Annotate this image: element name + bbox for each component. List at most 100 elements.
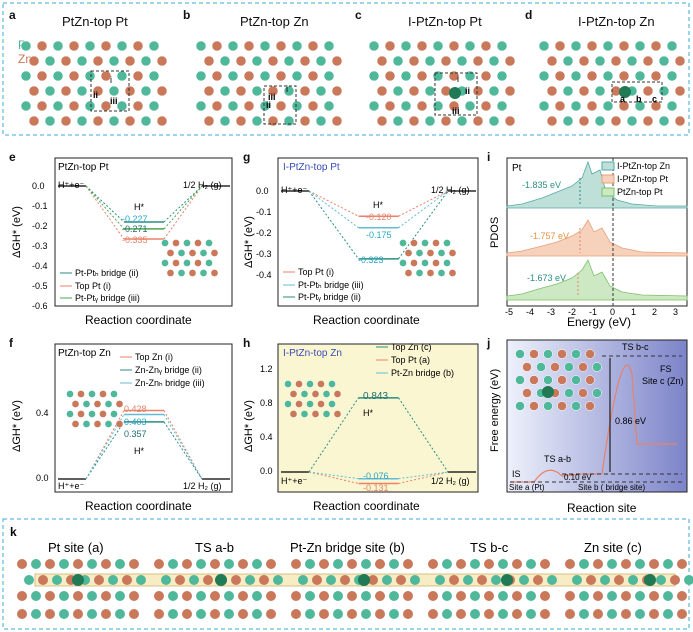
atom [470, 609, 480, 619]
pt-atom [305, 559, 315, 569]
pt-atom [634, 40, 646, 52]
zn-atom [384, 40, 396, 52]
zn-atom [578, 115, 590, 127]
zn-atom [295, 380, 303, 388]
pt-atom [284, 380, 292, 388]
panel-f-val-2: 0.357 [124, 429, 147, 439]
pt-atom [543, 401, 553, 411]
zn-atom [404, 269, 413, 277]
pt-atom [526, 591, 536, 601]
pt-atom [536, 362, 546, 372]
connector-right-2 [163, 185, 203, 230]
pt-atom [634, 70, 646, 82]
pt-atom [496, 100, 508, 112]
pt-atom [323, 100, 335, 112]
pt-atom [82, 400, 91, 408]
zn-atom [94, 575, 104, 585]
iodine-atom [215, 574, 227, 586]
pt-atom [538, 40, 550, 52]
pt-atom [635, 591, 645, 601]
panel-b-title: PtZn-top Zn [240, 14, 309, 29]
pt-atom [252, 591, 262, 601]
pt-atom [140, 85, 152, 97]
panel-e-xlabel: Reaction coordinate [85, 313, 192, 327]
pt-atom [562, 85, 574, 97]
atom [129, 609, 139, 619]
pt-atom [562, 115, 574, 127]
site-d-b: b [636, 94, 642, 104]
panel-j-chart: Free energy (eV) Reaction site TS b-c TS… [489, 339, 688, 515]
pt-atom [227, 100, 239, 112]
connector-left-2 [85, 414, 125, 480]
zn-atom [649, 591, 659, 601]
connector-left-1 [85, 185, 125, 240]
pt-atom [116, 40, 128, 52]
zn-atom [384, 70, 396, 82]
pt-atom [400, 40, 412, 52]
atom [266, 609, 276, 619]
pt-atom [196, 591, 206, 601]
pt-atom [389, 559, 399, 569]
zn-atom [618, 40, 630, 52]
top-row-sites: i ii iii i ii iii i ii iii a b c [90, 70, 663, 125]
panel-j-xlabel: Reaction site [567, 501, 637, 515]
panel-k-lattice [17, 559, 693, 619]
zn-atom [585, 375, 595, 385]
panel-f-legend-1: Zn-Znᵧ bridge (ii) [135, 365, 202, 375]
panel-h-ytick-2: 0.4 [260, 432, 273, 442]
pt-atom [199, 249, 208, 257]
panel-e-ytick: -0.5 [32, 281, 48, 291]
zn-atom [331, 55, 343, 67]
pt-atom [245, 575, 255, 585]
pt-atom [322, 410, 331, 418]
pt-atom [443, 259, 451, 267]
zn-atom [99, 410, 107, 418]
zn-atom [557, 349, 567, 359]
panel-g-val-1: -0.175 [366, 230, 392, 240]
pt-atom [177, 249, 186, 257]
panel-h-series [281, 397, 476, 485]
atom [196, 609, 206, 619]
pt-atom [515, 349, 525, 359]
zn-atom [585, 349, 595, 359]
pt-atom [251, 85, 263, 97]
panel-f-legend-2: Zn-Znₕ bridge (iii) [135, 378, 205, 388]
atom [31, 609, 41, 619]
panel-f-title: PtZn-top Zn [58, 348, 111, 359]
zn-atom [235, 55, 247, 67]
panel-f-ytick-0: 0.4 [36, 408, 49, 418]
panel-j-site-a: Site a (Pt) [509, 483, 545, 492]
pt-atom [663, 591, 673, 601]
pdos-legend-1: I-PtZn-top Pt [617, 174, 669, 184]
pt-atom [52, 100, 64, 112]
pt-atom [52, 70, 64, 82]
zn-atom [172, 259, 180, 267]
zn-atom [472, 55, 484, 67]
atom [593, 609, 603, 619]
atom [456, 609, 466, 619]
zn-atom [557, 375, 567, 385]
zn-atom [71, 420, 80, 428]
pt-atom [148, 70, 160, 82]
pt-atom [291, 100, 303, 112]
zn-atom [166, 269, 175, 277]
zn-atom [618, 70, 630, 82]
panel-d-title: I-PtZn-top Zn [578, 14, 655, 29]
pt-atom [24, 575, 34, 585]
pt-atom [84, 100, 96, 112]
pt-atom [628, 575, 638, 585]
atom [428, 609, 438, 619]
zn-atom [295, 400, 303, 408]
zn-atom [28, 115, 40, 127]
legend-zn: Zn [18, 52, 33, 66]
atom [45, 609, 55, 619]
panel-j-ts-ab: TS a-b [544, 454, 571, 464]
panel-i-element: Pt [512, 163, 522, 174]
zn-atom [546, 55, 558, 67]
atom [182, 609, 192, 619]
site-d-a: a [620, 94, 626, 104]
pt-atom [148, 40, 160, 52]
zn-atom [68, 100, 80, 112]
panel-g-mid: H* [373, 200, 383, 210]
atom [677, 609, 687, 619]
